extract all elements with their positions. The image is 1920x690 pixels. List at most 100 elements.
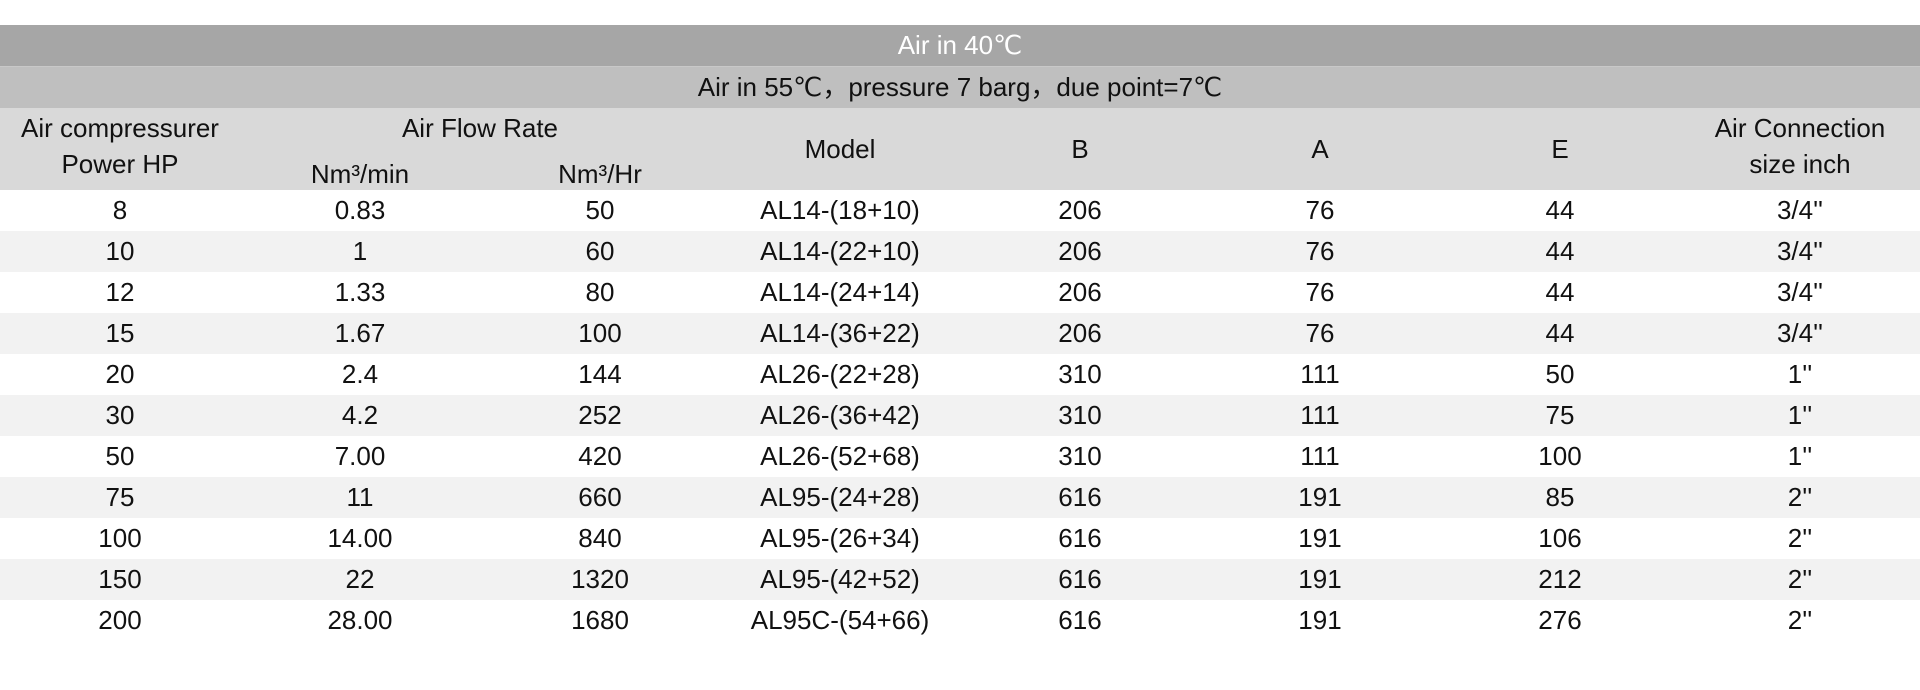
cell-power: 15 — [105, 318, 135, 348]
cell-e: 44 — [1545, 277, 1575, 307]
header-b: B — [1071, 133, 1089, 164]
cell-a: 191 — [1298, 482, 1342, 512]
cell-power: 12 — [105, 277, 135, 307]
cell-model: AL26-(22+28) — [760, 359, 920, 389]
cell-flow-min: 28.00 — [327, 605, 393, 635]
cell-a: 191 — [1298, 605, 1342, 635]
cell-model: AL95C-(54+66) — [750, 605, 930, 635]
cell-power: 200 — [98, 605, 142, 635]
cell-flow-hr: 660 — [578, 482, 622, 512]
cell-flow-min: 7.00 — [334, 441, 386, 471]
table-row: 150 22 1320 AL95-(42+52) 616 191 212 2'' — [0, 559, 1920, 600]
table-row: 50 7.00 420 AL26-(52+68) 310 111 100 1'' — [0, 436, 1920, 477]
cell-model: AL14-(22+10) — [760, 236, 920, 266]
header-power-unit: Power HP — [61, 149, 179, 179]
cell-e: 85 — [1545, 482, 1575, 512]
cell-a: 111 — [1300, 359, 1340, 389]
cell-flow-min: 22 — [345, 564, 375, 594]
cell-e: 44 — [1545, 195, 1575, 225]
table-row: 10 1 60 AL14-(22+10) 206 76 44 3/4'' — [0, 231, 1920, 272]
cell-connection: 2'' — [1787, 564, 1813, 594]
cell-power: 75 — [105, 482, 135, 512]
spec-table: Air in 40℃ Air in 55℃，pressure 7 barg，du… — [0, 25, 1920, 641]
cell-model: AL14-(36+22) — [760, 318, 920, 348]
cell-connection: 3/4'' — [1776, 277, 1824, 307]
cell-connection: 1'' — [1787, 400, 1813, 430]
cell-b: 310 — [1058, 441, 1102, 471]
cell-connection: 2'' — [1787, 523, 1813, 553]
header-model: Model — [804, 133, 876, 164]
cell-e: 44 — [1545, 318, 1575, 348]
cell-flow-hr: 420 — [578, 441, 622, 471]
header-flow-hr: Nm³/Hr — [558, 159, 642, 189]
cell-flow-hr: 1320 — [571, 564, 629, 594]
cell-flow-min: 1.67 — [334, 318, 386, 348]
cell-flow-min: 2.4 — [341, 359, 379, 389]
table-row: 12 1.33 80 AL14-(24+14) 206 76 44 3/4'' — [0, 272, 1920, 313]
cell-flow-hr: 100 — [578, 318, 622, 348]
cell-e: 276 — [1538, 605, 1582, 635]
header-power: Air compressurer — [21, 113, 219, 143]
cell-power: 20 — [105, 359, 135, 389]
cell-connection: 1'' — [1787, 359, 1813, 389]
cell-b: 206 — [1058, 318, 1102, 348]
cell-b: 206 — [1058, 277, 1102, 307]
cell-e: 212 — [1538, 564, 1582, 594]
cell-connection: 2'' — [1787, 482, 1813, 512]
cell-flow-min: 14.00 — [327, 523, 393, 553]
cell-connection: 3/4'' — [1776, 318, 1824, 348]
cell-model: AL14-(18+10) — [760, 195, 920, 225]
cell-flow-min: 1 — [352, 236, 368, 266]
header-row: Air compressurer Air Flow Rate Model B A… — [0, 108, 1920, 164]
cell-flow-min: 4.2 — [341, 400, 379, 430]
cell-flow-min: 1.33 — [334, 277, 386, 307]
table-row: 30 4.2 252 AL26-(36+42) 310 111 75 1'' — [0, 395, 1920, 436]
cell-flow-min: 11 — [346, 482, 374, 512]
cell-power: 150 — [98, 564, 142, 594]
cell-connection: 2'' — [1787, 605, 1813, 635]
cell-connection: 1'' — [1787, 441, 1813, 471]
cell-b: 616 — [1058, 523, 1102, 553]
data-table: Air compressurer Air Flow Rate Model B A… — [0, 108, 1920, 641]
cell-connection: 3/4'' — [1776, 195, 1824, 225]
table-row: 20 2.4 144 AL26-(22+28) 310 111 50 1'' — [0, 354, 1920, 395]
cell-power: 8 — [112, 195, 128, 225]
cell-flow-hr: 1680 — [571, 605, 629, 635]
cell-a: 111 — [1300, 400, 1340, 430]
cell-model: AL95-(24+28) — [760, 482, 920, 512]
cell-b: 310 — [1058, 400, 1102, 430]
cell-b: 616 — [1058, 605, 1102, 635]
cell-b: 616 — [1058, 482, 1102, 512]
header-flow-min: Nm³/min — [310, 159, 410, 189]
cell-power: 30 — [105, 400, 135, 430]
cell-a: 76 — [1305, 318, 1335, 348]
cell-model: AL95-(42+52) — [760, 564, 920, 594]
cell-a: 111 — [1300, 441, 1340, 471]
table-row: 200 28.00 1680 AL95C-(54+66) 616 191 276 2'' — [0, 600, 1920, 641]
table-subtitle: Air in 55℃，pressure 7 barg，due point=7℃ — [0, 66, 1920, 108]
cell-b: 206 — [1058, 236, 1102, 266]
header-e: E — [1551, 133, 1569, 164]
header-flow: Air Flow Rate — [401, 113, 559, 143]
cell-power: 50 — [105, 441, 135, 471]
header-connection: Air Connection — [1714, 113, 1886, 143]
cell-b: 310 — [1058, 359, 1102, 389]
table-title: Air in 40℃ — [0, 25, 1920, 66]
table-row: 8 0.83 50 AL14-(18+10) 206 76 44 3/4'' — [0, 190, 1920, 231]
cell-power: 100 — [98, 523, 142, 553]
cell-flow-min: 0.83 — [334, 195, 386, 225]
cell-e: 50 — [1545, 359, 1575, 389]
cell-a: 191 — [1298, 564, 1342, 594]
table-row: 75 11 660 AL95-(24+28) 616 191 85 2'' — [0, 477, 1920, 518]
cell-connection: 3/4'' — [1776, 236, 1824, 266]
cell-model: AL26-(36+42) — [760, 400, 920, 430]
cell-model: AL26-(52+68) — [760, 441, 920, 471]
table-row: 100 14.00 840 AL95-(26+34) 616 191 106 2'' — [0, 518, 1920, 559]
cell-flow-hr: 252 — [578, 400, 622, 430]
cell-a: 76 — [1305, 195, 1335, 225]
cell-flow-hr: 50 — [585, 195, 615, 225]
cell-e: 100 — [1538, 441, 1582, 471]
cell-e: 75 — [1545, 400, 1575, 430]
cell-a: 76 — [1305, 277, 1335, 307]
cell-power: 10 — [105, 236, 135, 266]
